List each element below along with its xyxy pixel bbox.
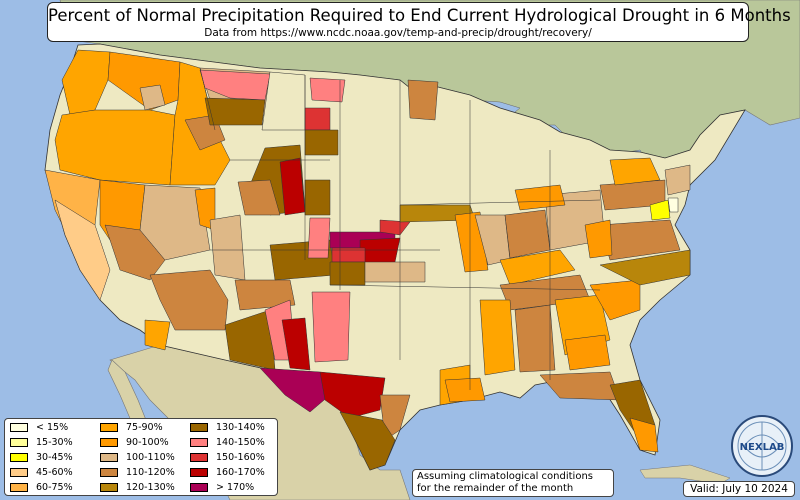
region-ut (139, 184, 211, 261)
region-az-tan (209, 214, 246, 281)
drought-regions (44, 49, 691, 471)
region-ca-central (54, 199, 111, 301)
region-sc (589, 279, 641, 321)
region-md (649, 199, 671, 221)
region-fl-south (629, 417, 659, 453)
legend-swatch (100, 453, 118, 462)
legend-swatch (100, 423, 118, 432)
region-sd-red (304, 107, 331, 131)
legend-swatch (10, 438, 28, 447)
legend: < 15% 15-30% 30-45% 45-60% 60-75% 75-90% 90-10… (4, 418, 278, 496)
region-nc (599, 249, 691, 286)
border-1 (199, 67, 216, 131)
region-nm-east-pink (311, 291, 351, 363)
legend-swatch (10, 483, 28, 492)
region-az (149, 269, 229, 331)
region-nm-red (281, 317, 311, 371)
legend-swatch (190, 453, 208, 462)
legend-label: 140-150% (216, 437, 265, 448)
legend-label: < 15% (36, 422, 69, 433)
legend-swatch (190, 483, 208, 492)
legend-swatch (10, 423, 28, 432)
region-ne-tan (664, 164, 691, 196)
region-mn-brown (407, 79, 439, 121)
region-wv (584, 219, 613, 259)
region-ky (499, 249, 576, 286)
region-sd-brown (304, 129, 339, 156)
note-line-1: Assuming climatological conditions (417, 471, 593, 482)
map-subtitle: Data from https://www.ncdc.noaa.gov/temp… (204, 27, 592, 39)
region-wa-tan (139, 84, 166, 111)
legend-label: 75-90% (126, 422, 163, 433)
legend-swatch (100, 438, 118, 447)
region-ny (609, 157, 661, 186)
legend-label: > 170% (216, 482, 255, 493)
legend-swatch (100, 483, 118, 492)
region-nm-brown (234, 279, 296, 311)
legend-label: 120-130% (126, 482, 175, 493)
legend-swatch (10, 468, 28, 477)
region-ca-south (104, 224, 166, 281)
title-box: Percent of Normal Precipitation Required… (47, 2, 791, 42)
legend-swatch (190, 468, 208, 477)
legend-label: 110-120% (126, 467, 175, 478)
legend-swatch (10, 453, 28, 462)
region-tx-magenta (259, 367, 331, 413)
region-co (237, 179, 281, 216)
legend-label: 60-75% (36, 482, 73, 493)
region-ms (479, 299, 516, 376)
legend-label: 45-60% (36, 467, 73, 478)
legend-label: 100-110% (126, 452, 175, 463)
region-tx-darkbrown (339, 411, 396, 471)
state-borders (199, 67, 601, 390)
legend-label: 160-170% (216, 467, 265, 478)
assumption-note: Assuming climatological conditions for t… (412, 469, 614, 497)
border-9 (399, 199, 601, 206)
legend-label: 30-45% (36, 452, 73, 463)
region-ks-south (329, 261, 366, 286)
legend-label: 150-160% (216, 452, 265, 463)
region-al (514, 304, 556, 373)
legend-swatch (190, 438, 208, 447)
valid-date: Valid: July 10 2024 (683, 481, 795, 497)
region-co-pink (307, 217, 331, 259)
legend-label: 15-30% (36, 437, 73, 448)
region-mi-orange (514, 184, 566, 211)
region-ne-brown (304, 179, 331, 216)
region-az-orange (144, 319, 171, 351)
region-nd-pink (309, 77, 346, 103)
legend-swatch (190, 423, 208, 432)
region-in (504, 209, 551, 259)
region-mt-brown (204, 97, 266, 126)
border-10 (329, 284, 601, 291)
map-title: Percent of Normal Precipitation Required… (48, 6, 791, 25)
nexlab-logo: NEXLAB (731, 415, 793, 477)
region-ga-coast (564, 334, 611, 371)
legend-swatch (100, 468, 118, 477)
region-de (667, 197, 679, 213)
region-ks-tan (364, 261, 426, 283)
logo-text: NEXLAB (740, 442, 785, 453)
legend-label: 130-140% (216, 422, 265, 433)
region-la (444, 377, 486, 403)
region-ks-red (359, 237, 401, 265)
legend-label: 90-100% (126, 437, 169, 448)
region-tx-red (319, 371, 386, 419)
note-line-2: for the remainder of the month (417, 483, 574, 494)
